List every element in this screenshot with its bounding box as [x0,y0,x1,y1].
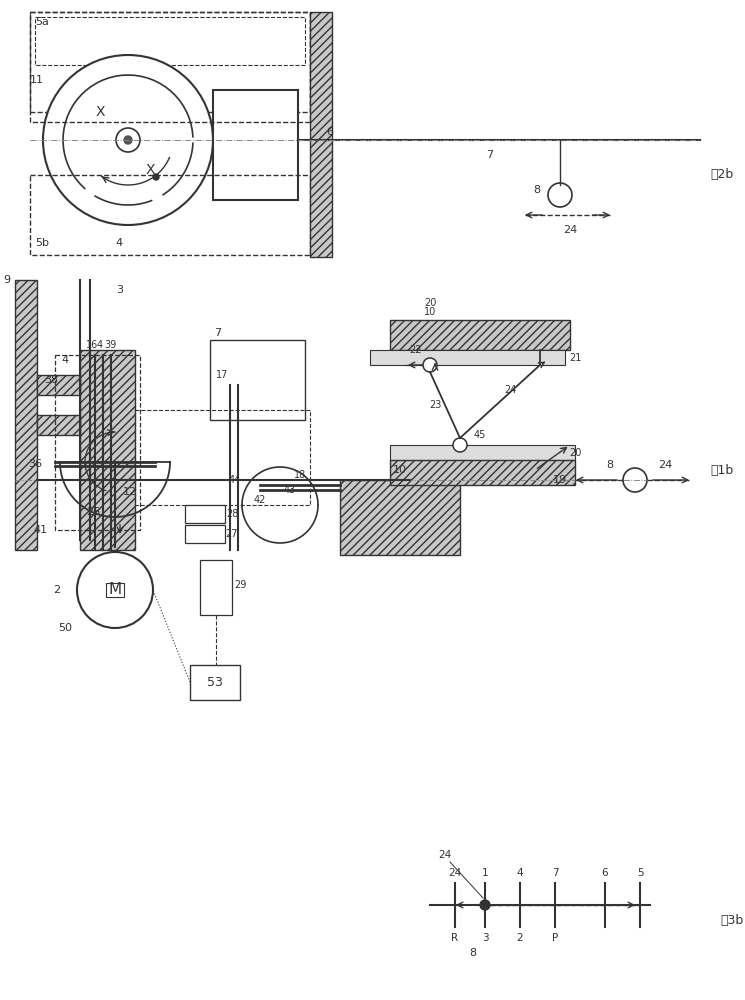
Text: 6: 6 [602,868,609,878]
Text: 4: 4 [517,868,523,878]
Bar [213,90,298,200]
Text: 6: 6 [326,127,334,137]
Bar [390,445,575,460]
Bar [390,320,570,350]
Circle shape [116,128,140,152]
Bar [37,375,80,395]
Text: 24: 24 [563,225,577,235]
Circle shape [43,55,213,225]
Bar [55,355,140,530]
Text: 27: 27 [226,529,238,539]
Bar [37,415,80,435]
Circle shape [153,174,159,180]
Text: 38: 38 [44,375,58,385]
Text: 24: 24 [658,460,672,470]
Text: 12: 12 [123,487,137,497]
Text: 24: 24 [504,385,516,395]
Text: 19: 19 [553,475,567,485]
Bar [370,350,565,365]
Bar [390,460,575,485]
Text: 39: 39 [104,340,116,350]
Text: 7: 7 [486,150,493,160]
Bar [80,350,135,550]
Bar [35,17,305,65]
Bar [310,12,332,257]
Text: 53: 53 [207,676,223,688]
Text: 23: 23 [429,400,441,410]
Circle shape [77,552,153,628]
Text: 24: 24 [448,868,462,878]
Text: 10: 10 [424,307,436,317]
Text: 41: 41 [34,525,48,535]
Text: 44: 44 [229,475,241,485]
Text: 42: 42 [254,495,266,505]
Text: 5: 5 [637,868,644,878]
Bar [106,583,124,597]
Bar [200,560,232,615]
Circle shape [548,183,572,207]
Text: 26: 26 [86,507,100,517]
Text: 4: 4 [61,355,69,365]
Text: 20: 20 [569,448,581,458]
Text: 45: 45 [474,430,486,440]
Text: 图3b: 图3b [720,914,744,926]
Text: 4: 4 [115,238,122,248]
Circle shape [480,900,490,910]
Text: 7: 7 [552,868,558,878]
Text: 5a: 5a [35,17,49,27]
Text: 1: 1 [482,868,488,878]
Bar [185,525,225,543]
Text: 图1b: 图1b [710,464,733,477]
Circle shape [423,358,437,372]
Text: M: M [109,582,121,597]
Text: P: P [552,933,558,943]
Text: 20: 20 [424,298,436,308]
Bar [210,340,305,420]
Text: 10: 10 [393,465,407,475]
Bar [30,12,310,112]
Text: 9: 9 [3,275,10,285]
Text: 50: 50 [58,623,72,633]
Text: 8: 8 [606,460,614,470]
Bar [185,505,225,523]
Text: 3: 3 [482,933,488,943]
Text: 16: 16 [86,340,98,350]
Text: 8: 8 [469,948,477,958]
Text: 3: 3 [116,285,124,295]
Text: 8: 8 [533,185,540,195]
Circle shape [124,136,132,144]
Text: R: R [451,933,459,943]
Bar [30,12,310,122]
Text: 图2b: 图2b [710,168,733,182]
Text: X: X [145,163,155,177]
Text: 11: 11 [30,75,44,85]
Text: X: X [95,105,105,119]
Bar [190,665,240,700]
Circle shape [623,468,647,492]
Text: 4: 4 [97,340,103,350]
Bar [30,175,310,255]
Text: 28: 28 [226,509,238,519]
Text: 17: 17 [216,370,228,380]
Text: 18: 18 [294,470,306,480]
Text: 2: 2 [53,585,60,595]
Bar [135,410,310,505]
Text: 43: 43 [284,485,296,495]
Text: 36: 36 [28,459,42,469]
Bar [15,280,37,550]
Bar [340,480,460,555]
Circle shape [453,438,467,452]
Text: 29: 29 [234,580,246,590]
Text: 7: 7 [215,328,221,338]
Text: 2: 2 [517,933,523,943]
Text: 22: 22 [409,345,421,355]
Text: 21: 21 [569,353,581,363]
Text: 24: 24 [438,850,451,860]
Text: 5b: 5b [35,238,49,248]
